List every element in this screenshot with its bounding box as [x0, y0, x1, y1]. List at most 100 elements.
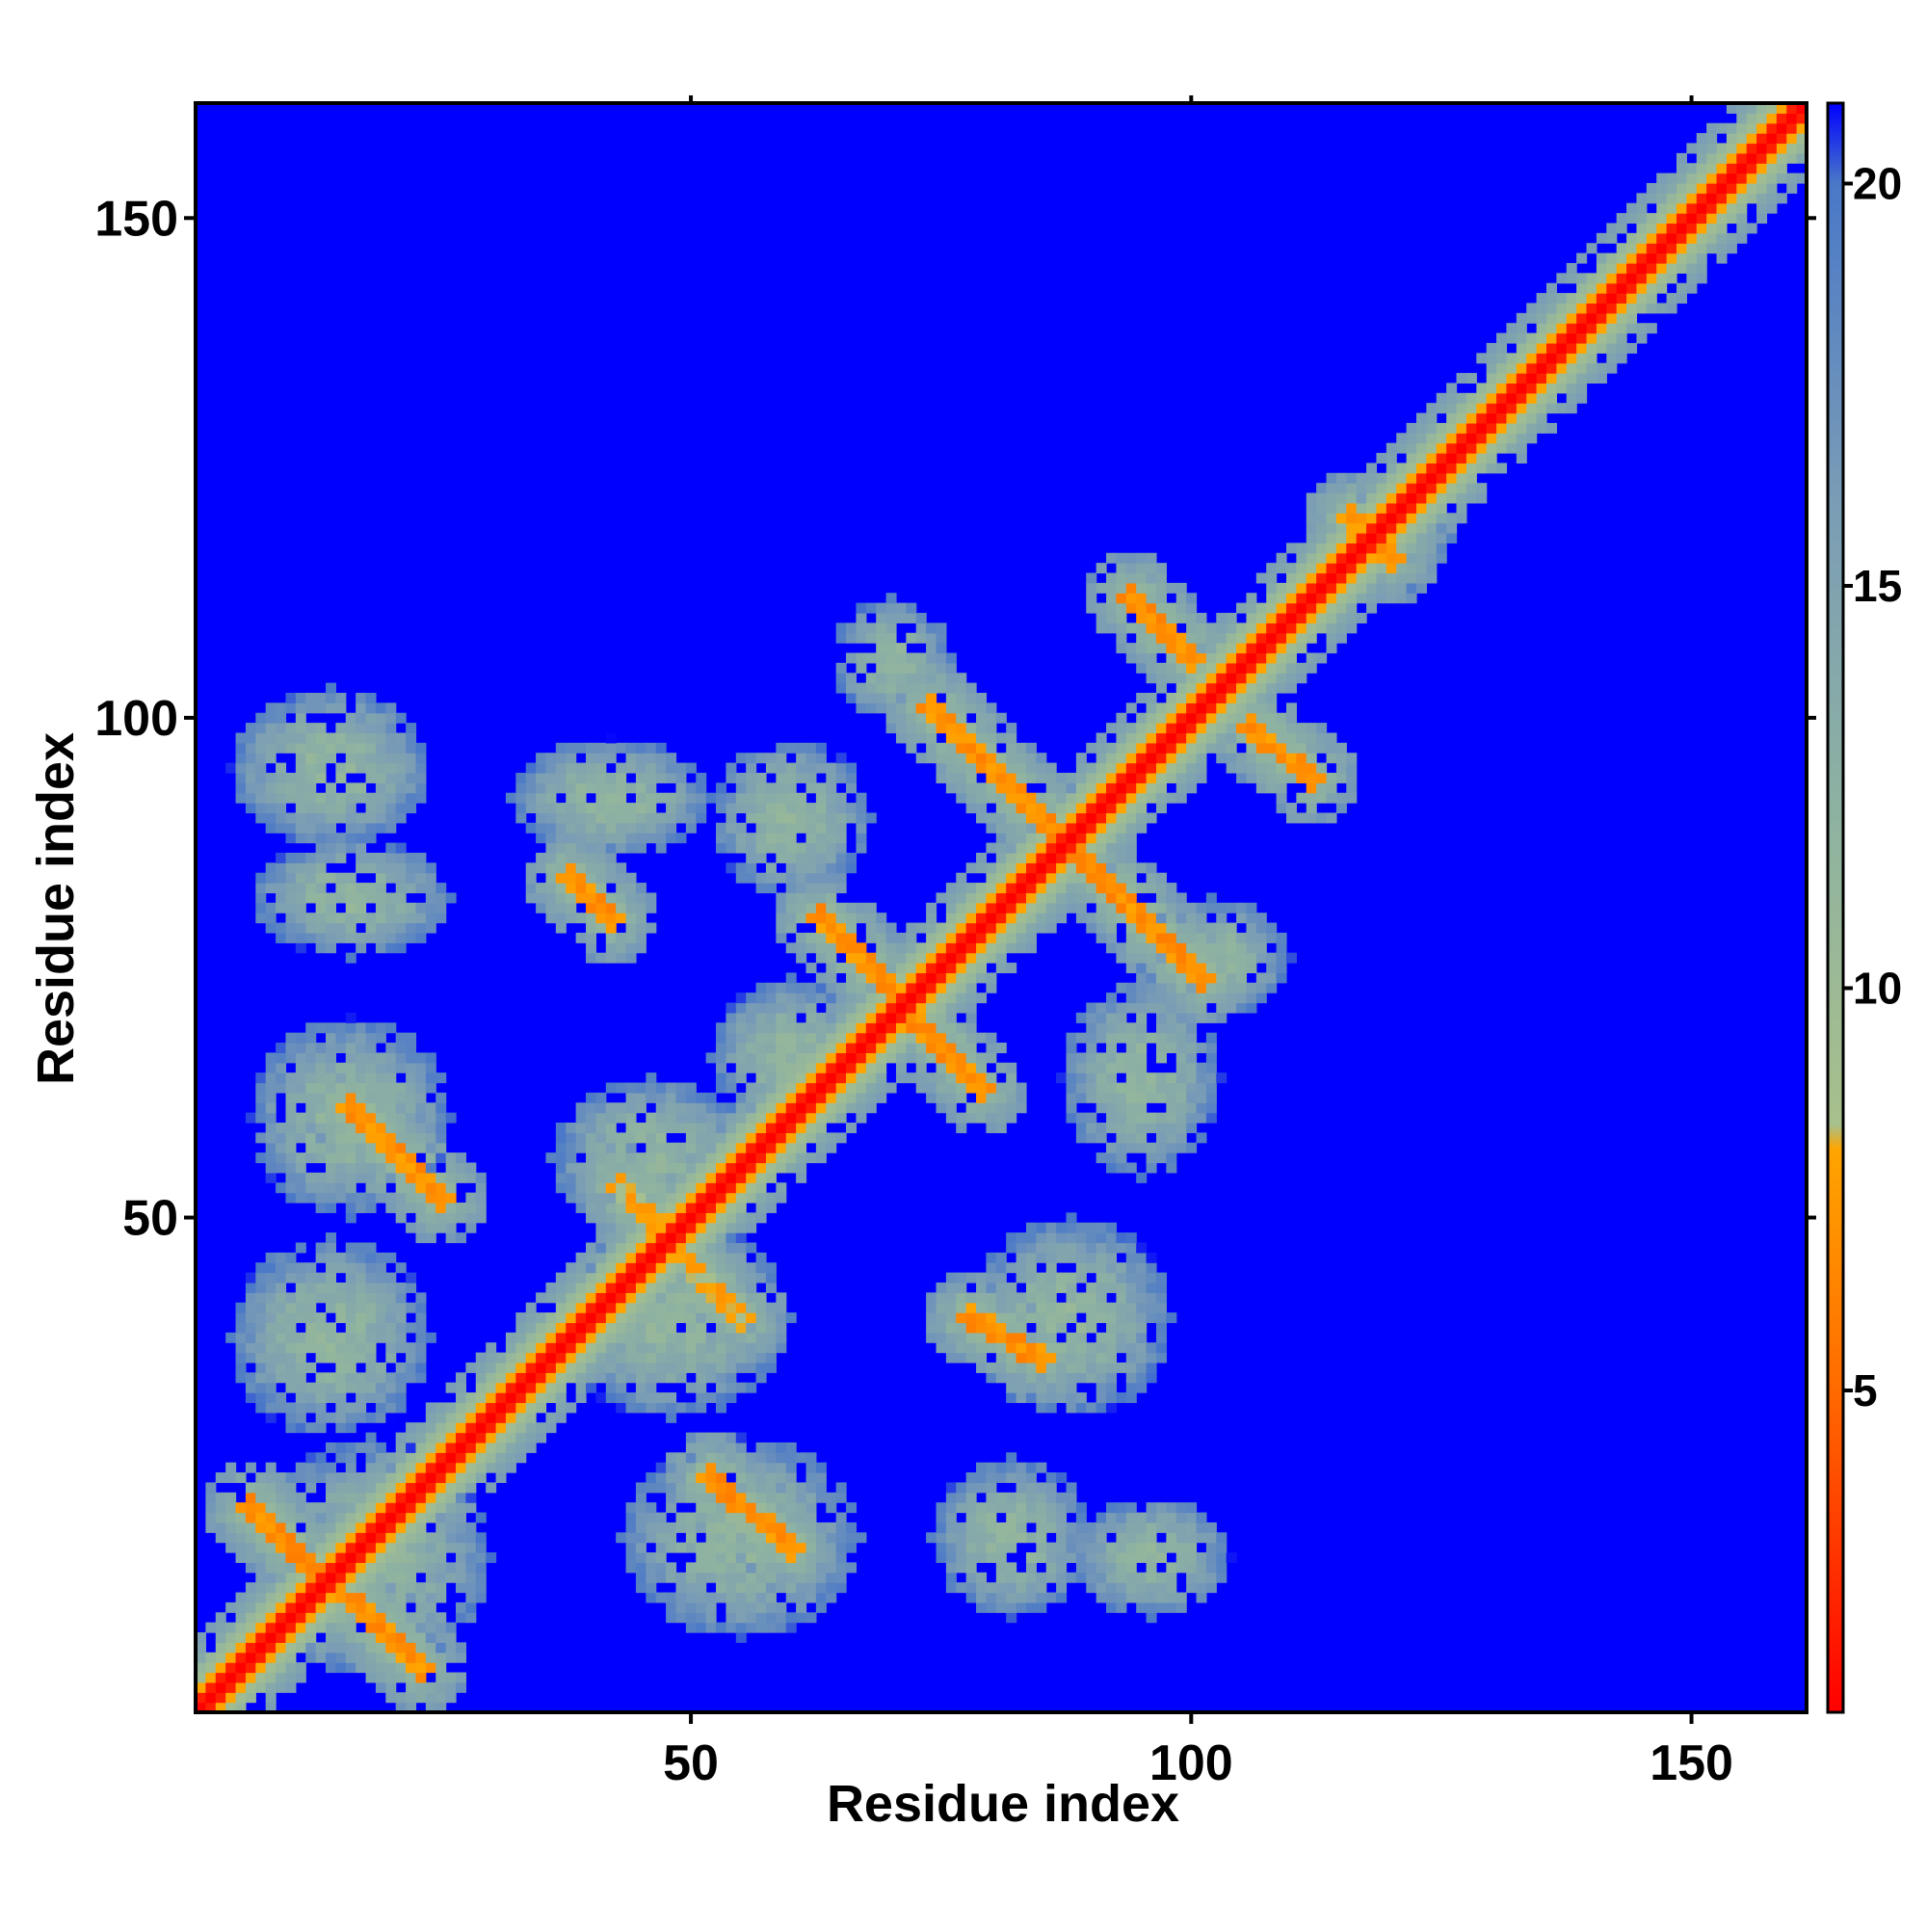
heatmap-cell	[365, 1472, 377, 1484]
heatmap-cell	[1075, 1512, 1087, 1523]
heatmap-cell	[815, 792, 827, 804]
heatmap-cell	[746, 1532, 757, 1544]
heatmap-cell	[356, 1632, 367, 1643]
heatmap-cell	[746, 1601, 757, 1613]
heatmap-cell	[375, 1652, 386, 1663]
heatmap-cell	[805, 772, 817, 783]
heatmap-cell	[865, 932, 877, 943]
heatmap-cell	[425, 1512, 436, 1523]
heatmap-cell	[285, 1422, 297, 1434]
heatmap-cell	[655, 1552, 667, 1564]
heatmap-cell	[805, 1542, 817, 1553]
heatmap-cell	[505, 1412, 516, 1423]
heatmap-cell	[285, 1312, 297, 1324]
heatmap-cell	[1106, 1092, 1118, 1103]
heatmap-cell	[796, 1452, 807, 1464]
heatmap-cell	[815, 913, 827, 924]
heatmap-cell	[1116, 1342, 1127, 1354]
heatmap-cell	[1175, 772, 1187, 783]
heatmap-cell	[655, 753, 667, 764]
heatmap-cell	[345, 1282, 356, 1293]
heatmap-cell	[635, 792, 647, 804]
heatmap-cell	[856, 963, 867, 974]
heatmap-cell	[406, 742, 417, 754]
heatmap-cell	[625, 1162, 637, 1174]
heatmap-cell	[646, 792, 657, 804]
heatmap-cell	[315, 883, 327, 894]
heatmap-cell	[365, 1242, 377, 1254]
heatmap-cell	[755, 1572, 767, 1583]
heatmap-cell	[1236, 963, 1248, 974]
heatmap-cell	[755, 1482, 767, 1494]
heatmap-cell	[785, 852, 797, 863]
heatmap-cell	[956, 1123, 967, 1133]
heatmap-cell	[515, 803, 527, 814]
heatmap-cell	[1056, 1232, 1068, 1244]
heatmap-cell	[735, 1592, 747, 1603]
heatmap-cell	[555, 862, 567, 874]
heatmap-cell	[655, 1212, 667, 1224]
heatmap-cell	[375, 1392, 386, 1404]
heatmap-cell	[716, 1502, 727, 1514]
heatmap-cell	[635, 772, 647, 783]
heatmap-cell	[436, 1212, 447, 1224]
heatmap-cell	[716, 1132, 727, 1144]
heatmap-cell	[265, 1522, 277, 1533]
heatmap-cell	[1155, 892, 1167, 904]
heatmap-cell	[305, 1642, 317, 1654]
heatmap-cell	[425, 1562, 436, 1574]
heatmap-cell	[755, 1342, 767, 1354]
heatmap-cell	[926, 1312, 937, 1324]
heatmap-cell	[1106, 1123, 1118, 1133]
heatmap-cell	[995, 932, 1007, 943]
heatmap-cell	[295, 1472, 306, 1484]
heatmap-cell	[675, 1402, 687, 1414]
heatmap-cell	[746, 833, 757, 844]
heatmap-cell	[1006, 1242, 1017, 1254]
heatmap-cell	[956, 1552, 967, 1564]
heatmap-cell	[1056, 833, 1068, 844]
heatmap-cell	[406, 852, 417, 863]
heatmap-cell	[655, 1262, 667, 1274]
heatmap-cell	[525, 1442, 537, 1453]
heatmap-cell	[1075, 1242, 1087, 1254]
heatmap-cell	[776, 822, 787, 834]
heatmap-cell	[755, 1601, 767, 1613]
heatmap-cell	[1155, 1142, 1167, 1153]
heatmap-cell	[616, 952, 627, 964]
heatmap-cell	[986, 1282, 997, 1293]
heatmap-cell	[785, 1142, 797, 1153]
heatmap-cell	[406, 1032, 417, 1044]
heatmap-cell	[586, 1342, 597, 1354]
heatmap-cell	[1186, 913, 1198, 924]
heatmap-cell	[986, 1322, 997, 1334]
heatmap-cell	[635, 1522, 647, 1533]
heatmap-cell	[345, 1622, 356, 1633]
heatmap-cell	[716, 1222, 727, 1233]
heatmap-cell	[726, 1142, 737, 1153]
heatmap-cell	[696, 1552, 707, 1564]
heatmap-cell	[735, 1202, 747, 1213]
heatmap-cell	[605, 1132, 617, 1144]
heatmap-cell	[406, 762, 417, 774]
heatmap-cell	[986, 1482, 997, 1494]
heatmap-cell	[1155, 1292, 1167, 1304]
heatmap-cell	[616, 1252, 627, 1263]
heatmap-cell	[555, 1382, 567, 1393]
heatmap-cell	[385, 942, 397, 954]
heatmap-cell	[1136, 972, 1148, 984]
heatmap-cell	[356, 1192, 367, 1204]
heatmap-cell	[726, 1442, 737, 1453]
heatmap-cell	[326, 1172, 336, 1183]
heatmap-cell	[625, 1532, 637, 1544]
heatmap-cell	[345, 1272, 356, 1284]
heatmap-cell	[1136, 1572, 1148, 1583]
heatmap-cell	[285, 1492, 297, 1503]
heatmap-cell	[746, 1612, 757, 1624]
heatmap-cell	[885, 922, 897, 934]
heatmap-cell	[586, 822, 597, 834]
heatmap-cell	[625, 753, 637, 764]
heatmap-cell	[445, 1482, 457, 1494]
heatmap-cell	[965, 1502, 977, 1514]
heatmap-cell	[1086, 1562, 1097, 1574]
